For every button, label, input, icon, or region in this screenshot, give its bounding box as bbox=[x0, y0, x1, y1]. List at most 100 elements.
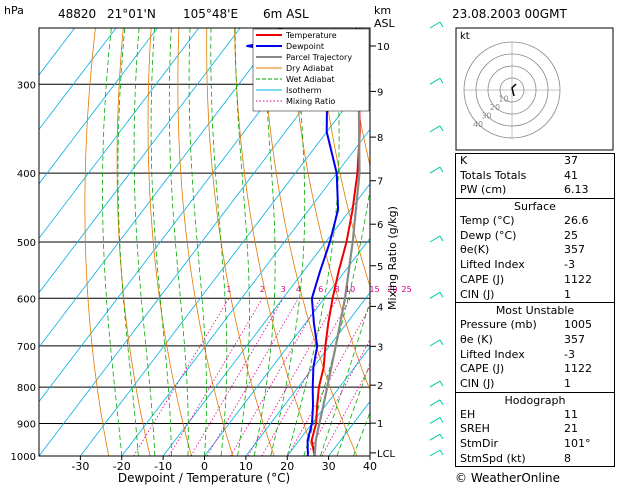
x-tick-label: 40 bbox=[363, 460, 377, 473]
isotherm-line bbox=[39, 28, 117, 131]
hodograph-index-label: EH bbox=[460, 407, 476, 421]
pressure-tick-600: 600 bbox=[17, 294, 36, 305]
hodograph-title: Hodograph bbox=[504, 393, 566, 407]
pressure-unit-label: hPa bbox=[4, 4, 24, 17]
sounding-datetime: 23.08.2003 00GMT bbox=[452, 7, 567, 21]
mixing-ratio-line bbox=[206, 298, 299, 456]
mixing-ratio-label-1: 1 bbox=[226, 285, 231, 294]
wind-barbs bbox=[429, 21, 444, 457]
wind-barb-feather bbox=[439, 78, 444, 84]
mixing-ratio-label-10: 10 bbox=[345, 285, 355, 294]
most-unstable-label: Pressure (mb) bbox=[460, 318, 537, 332]
surface-row: CIN (J) 1 bbox=[456, 288, 614, 303]
hodograph-ring-label: 30 bbox=[481, 111, 491, 120]
wind-barb-feather bbox=[439, 399, 444, 406]
wind-barb-feather bbox=[439, 433, 444, 440]
wet-adiabat-line bbox=[253, 28, 276, 456]
height-tick-1: 1 bbox=[377, 419, 383, 430]
surface-label: CAPE (J) bbox=[460, 272, 505, 286]
index-value: 6.13 bbox=[564, 183, 589, 197]
surface-row: Lifted Index -3 bbox=[456, 258, 614, 273]
temperature-axis: -30 -20 -10 0 10 20 30 40 bbox=[71, 456, 377, 473]
most-unstable-value: 357 bbox=[564, 332, 585, 346]
surface-label: Temp (°C) bbox=[460, 214, 515, 228]
most-unstable-value: 1122 bbox=[564, 362, 592, 376]
mixing-ratio-label-20: 20 bbox=[387, 285, 397, 294]
mixing-ratio-axis-title: Mixing Ratio (g/kg) bbox=[386, 206, 399, 310]
hodograph-index-row: StmDir 101° bbox=[456, 437, 614, 452]
legend-entry: Mixing Ratio bbox=[286, 97, 335, 106]
pressure-tick-300: 300 bbox=[17, 80, 36, 91]
x-tick-label: -30 bbox=[71, 460, 89, 473]
index-label: K bbox=[460, 154, 468, 167]
x-tick-label: 0 bbox=[201, 460, 208, 473]
index-label: PW (cm) bbox=[460, 183, 507, 197]
height-tick-7: 7 bbox=[377, 177, 383, 188]
most-unstable-value: 1 bbox=[564, 376, 571, 390]
surface-value: 1122 bbox=[564, 272, 592, 286]
wind-barb-feather bbox=[439, 449, 444, 456]
x-tick-label: 20 bbox=[280, 460, 294, 473]
station-id: 48820 bbox=[58, 7, 96, 21]
wind-barb-feather bbox=[439, 21, 444, 28]
wet-adiabat-line bbox=[210, 28, 228, 456]
surface-value: -3 bbox=[564, 258, 575, 272]
wind-barb-shaft bbox=[429, 21, 441, 29]
index-row: Totals Totals 41 bbox=[456, 169, 614, 184]
surface-value: 1 bbox=[564, 287, 571, 301]
legend-entry: Wet Adiabat bbox=[286, 75, 335, 84]
wet-adiabat-line bbox=[336, 362, 370, 456]
hodograph-index-value: 11 bbox=[564, 407, 578, 421]
surface-value: 25 bbox=[564, 228, 578, 242]
x-tick-label: -10 bbox=[154, 460, 172, 473]
legend-entry: Parcel Trajectory bbox=[286, 53, 352, 62]
wind-barb-shaft bbox=[429, 399, 441, 407]
legend: Temperature Dewpoint Parcel Trajectory Dry … bbox=[252, 28, 370, 112]
isotherm-line bbox=[245, 292, 370, 456]
dry-adiabat-line bbox=[317, 28, 370, 288]
height-tick-3: 3 bbox=[377, 342, 383, 353]
mixing-ratio-line bbox=[261, 298, 351, 456]
hodograph-index-label: StmSpd (kt) bbox=[460, 451, 526, 465]
hodograph-index-value: 101° bbox=[564, 437, 591, 450]
hodograph-unit: kt bbox=[460, 31, 470, 42]
most-unstable-value: -3 bbox=[564, 347, 575, 361]
most-unstable-row: θe (K) 357 bbox=[456, 333, 614, 348]
surface-label: Dewp (°C) bbox=[460, 228, 517, 242]
wet-adiabat-line bbox=[150, 28, 172, 456]
hodograph-frame bbox=[455, 27, 614, 151]
height-tick-10: 10 bbox=[377, 42, 390, 53]
hodograph-index-row: SREH 21 bbox=[456, 422, 614, 437]
x-axis-title: Dewpoint / Temperature (°C) bbox=[118, 471, 290, 485]
hodograph-index-value: 8 bbox=[564, 451, 571, 465]
height-axis: 10 9 8 7 6 5 4 3 2 1 LCL bbox=[370, 42, 396, 460]
most-unstable-label: CAPE (J) bbox=[460, 362, 505, 376]
wind-barb-feather bbox=[439, 292, 444, 298]
dry-adiabat-line bbox=[345, 28, 370, 168]
index-value: 37 bbox=[564, 154, 578, 167]
wind-barb-feather bbox=[439, 339, 444, 346]
wind-barb-shaft bbox=[429, 291, 441, 299]
isotherm-line bbox=[162, 183, 370, 456]
hodograph-ring-label: 20 bbox=[490, 103, 500, 112]
wind-barb-feather bbox=[439, 235, 444, 242]
pressure-axis: 300 400 500 600 700 800 900 1000 bbox=[11, 80, 36, 463]
most-unstable-label: θe (K) bbox=[460, 332, 493, 346]
wet-adiabat-line bbox=[188, 28, 207, 456]
legend-entry: Temperature bbox=[285, 31, 337, 40]
wind-barb-shaft bbox=[429, 339, 441, 347]
surface-row: θe(K) 357 bbox=[456, 243, 614, 258]
mixing-ratio-line bbox=[133, 298, 230, 456]
most-unstable-row: Lifted Index -3 bbox=[456, 348, 614, 363]
pressure-tick-400: 400 bbox=[17, 169, 36, 180]
height-tick-LCL: LCL bbox=[377, 449, 396, 460]
most-unstable-label: CIN (J) bbox=[460, 376, 495, 390]
height-unit-bottom: ASL bbox=[374, 17, 396, 30]
index-value: 41 bbox=[564, 168, 578, 182]
most-unstable-row: Pressure (mb) 1005 bbox=[456, 318, 614, 333]
isotherm-line bbox=[204, 237, 370, 456]
dry-adiabat-line bbox=[206, 28, 275, 456]
hodograph-index-row: EH 11 bbox=[456, 408, 614, 423]
surface-value: 357 bbox=[564, 243, 585, 257]
